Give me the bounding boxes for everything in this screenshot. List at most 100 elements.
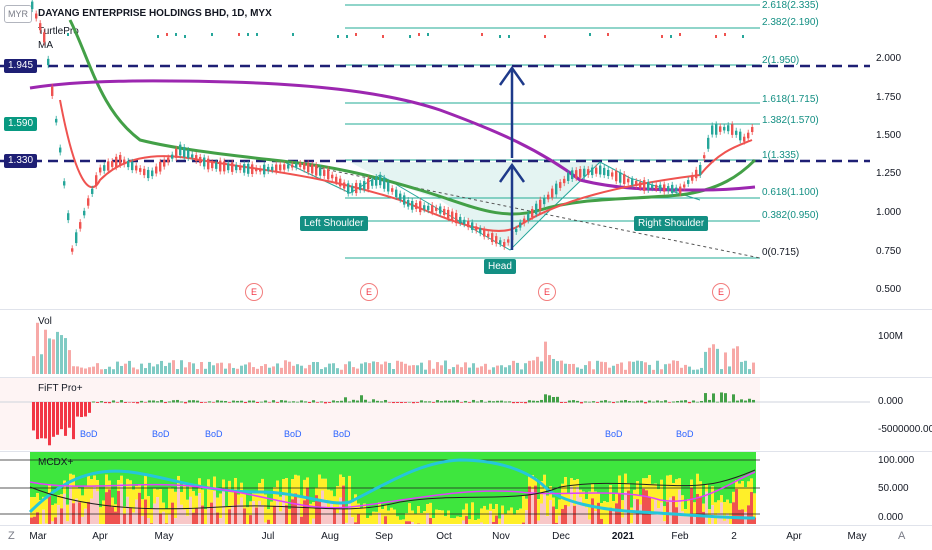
mcdx-bar	[99, 452, 102, 508]
fift-bar	[228, 402, 231, 403]
volume-bar	[580, 368, 583, 374]
signal-dot	[355, 33, 357, 36]
volume-bar	[320, 369, 323, 374]
mcdx-bar	[291, 452, 294, 480]
mcdx-bar	[636, 452, 639, 482]
volume-bar	[264, 364, 267, 374]
mcdx-bar	[504, 452, 507, 514]
earnings-badge[interactable]: E	[360, 283, 378, 301]
mcdx-bar	[402, 452, 405, 520]
signal-dot	[670, 35, 672, 38]
mcdx-bar	[354, 452, 357, 495]
earnings-badge[interactable]: E	[538, 283, 556, 301]
mcdx-bar	[537, 452, 540, 500]
mcdx-bar	[615, 492, 618, 504]
volume-bar	[640, 361, 643, 374]
mcdx-bar	[102, 500, 105, 524]
fift-bar	[732, 394, 735, 403]
fift-bar	[560, 402, 563, 404]
signal-dot	[346, 35, 348, 38]
fift-bar	[312, 400, 315, 403]
time-axis[interactable]: Z A	[0, 526, 932, 550]
mcdx-bar	[51, 452, 54, 506]
volume-bar	[564, 363, 567, 374]
auto-scale-icon[interactable]: A	[898, 530, 906, 542]
fift-bar	[300, 400, 303, 403]
main-chart[interactable]	[0, 0, 870, 308]
mcdx-bar	[402, 519, 405, 524]
volume-bar	[448, 369, 451, 374]
mcdx-bar	[555, 509, 558, 523]
mcdx-bar	[327, 507, 330, 524]
mcdx-bar	[489, 503, 492, 512]
volume-bar	[356, 368, 359, 374]
fift-bar	[724, 393, 727, 403]
turtle-legend[interactable]: TurtlePro	[38, 26, 79, 37]
mcdx-bar	[156, 489, 159, 498]
volume-bar	[240, 365, 243, 374]
mcdx-bar	[582, 491, 585, 504]
mcdx-bar	[60, 452, 63, 495]
fift-bar	[372, 399, 375, 403]
mcdx-bar	[186, 499, 189, 516]
price-axis[interactable]: 2.000 1.750 1.500 1.250 1.000 0.750 0.50…	[870, 0, 932, 308]
fift-bar	[176, 399, 179, 403]
mcdx-bar	[117, 452, 120, 481]
mcdx-bar	[186, 515, 189, 524]
mcdx-bar	[621, 500, 624, 518]
volume-bar	[496, 365, 499, 374]
fift-bar	[96, 402, 99, 403]
signal-dot	[409, 35, 411, 38]
fift-bar	[600, 400, 603, 403]
mcdx-bar	[378, 452, 381, 503]
mcdx-bar	[534, 478, 537, 486]
volume-bar	[436, 362, 439, 374]
mcdx-bar	[378, 502, 381, 514]
fift-bar	[432, 402, 435, 403]
currency-badge[interactable]: MYR	[4, 5, 32, 23]
fift-bar	[604, 400, 607, 403]
mcdx-bar	[285, 505, 288, 524]
mcdx-bar	[93, 487, 96, 524]
mcdx-bar	[477, 452, 480, 519]
mcdx-bar	[486, 509, 489, 524]
mcdx-bar	[576, 452, 579, 480]
target-arrows	[498, 65, 526, 250]
mcdx-bar	[237, 452, 240, 495]
mcdx-bar	[102, 452, 105, 501]
mcdx-bar	[639, 496, 642, 505]
mcdx-pane[interactable]	[0, 452, 870, 524]
mcdx-bar	[558, 452, 561, 500]
mcdx-bar	[144, 474, 147, 500]
mcdx-bar	[177, 484, 180, 524]
mcdx-bar	[507, 510, 510, 524]
fift-bar	[660, 401, 663, 403]
mcdx-bar	[120, 483, 123, 524]
timezone-icon[interactable]: Z	[8, 530, 15, 542]
mcdx-bar	[684, 509, 687, 517]
volume-bar	[408, 365, 411, 374]
earnings-badge[interactable]: E	[245, 283, 263, 301]
volume-bar	[688, 366, 691, 374]
time-label: Jul	[261, 531, 275, 542]
ma-legend[interactable]: MA	[38, 40, 53, 51]
mcdx-bar	[669, 452, 672, 475]
mcdx-bar	[144, 452, 147, 475]
mcdx-bar	[78, 452, 81, 489]
mcdx-bar	[366, 518, 369, 524]
mcdx-bar	[480, 522, 483, 524]
fift-pane[interactable]	[0, 378, 870, 450]
volume-pane[interactable]	[0, 310, 870, 376]
mcdx-bar	[96, 452, 99, 481]
mcdx-bar	[594, 511, 597, 524]
volume-bar	[260, 366, 263, 374]
mcdx-bar	[294, 474, 297, 494]
mcdx-bar	[219, 518, 222, 524]
earnings-badge[interactable]: E	[712, 283, 730, 301]
mcdx-bar	[669, 474, 672, 498]
mcdx-bar	[510, 452, 513, 508]
fift-bar	[232, 400, 235, 403]
mcdx-bar	[39, 500, 42, 524]
mcdx-bar	[576, 486, 579, 524]
mcdx-bar	[465, 503, 468, 517]
